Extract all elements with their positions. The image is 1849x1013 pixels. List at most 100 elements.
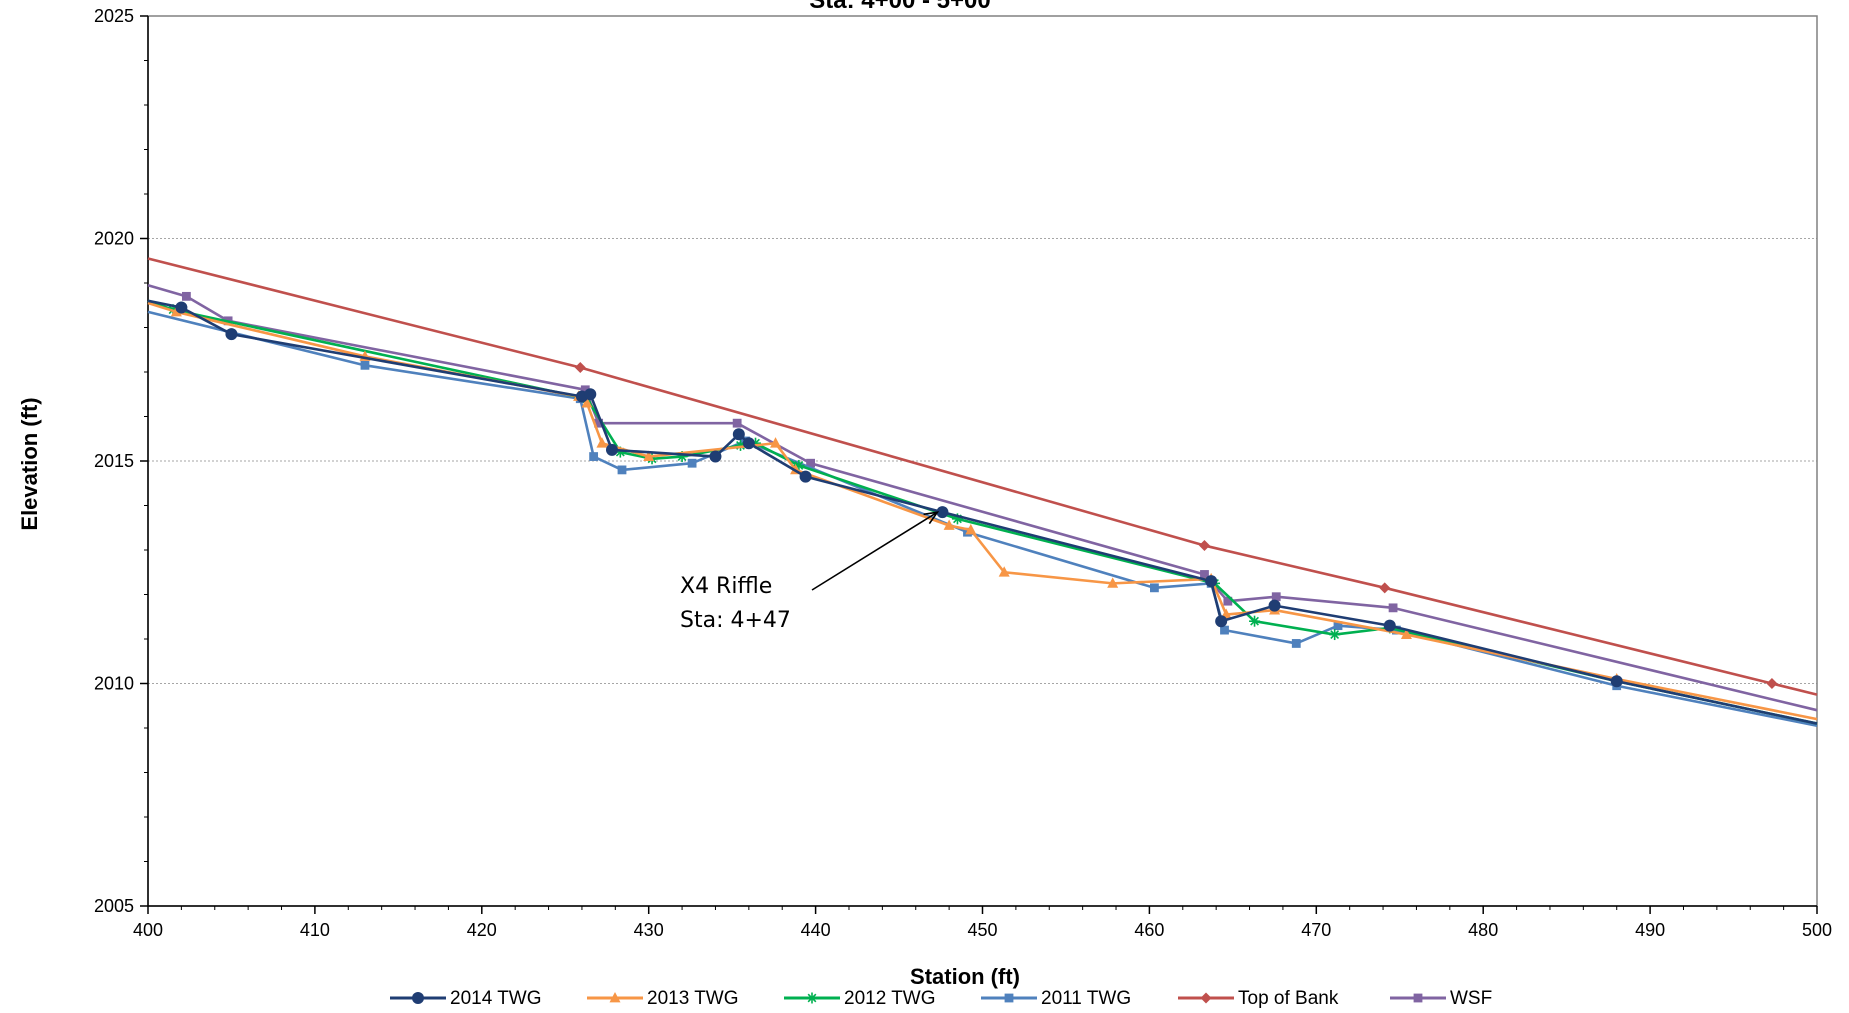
x-tick-label: 430 xyxy=(634,920,664,940)
legend-label: WSF xyxy=(1450,988,1492,1009)
legend-label: 2013 TWG xyxy=(647,988,739,1009)
annotation-arrowhead xyxy=(923,511,940,525)
x-tick-label: 440 xyxy=(801,920,831,940)
data-point xyxy=(806,458,815,468)
annotation: X4 Riffle Sta: 4+47 xyxy=(680,511,940,633)
data-point xyxy=(799,470,812,483)
x-tick-label: 450 xyxy=(967,920,997,940)
data-point xyxy=(1400,628,1412,639)
data-point xyxy=(574,362,586,374)
data-point xyxy=(596,437,608,448)
data-point xyxy=(609,991,621,1003)
data-point xyxy=(998,566,1010,577)
data-point xyxy=(360,360,370,370)
data-point xyxy=(1220,625,1229,635)
data-point xyxy=(687,458,697,468)
data-point xyxy=(1333,621,1343,631)
data-point xyxy=(1200,570,1209,579)
data-point xyxy=(1379,582,1391,594)
data-point xyxy=(709,450,722,463)
y-tick-label: 2025 xyxy=(94,6,134,26)
y-tick-label: 2005 xyxy=(94,896,134,916)
series-line xyxy=(147,310,1818,728)
y-tick-label: 2020 xyxy=(94,229,134,249)
legend-item: Top of Bank xyxy=(1178,988,1339,1009)
data-point xyxy=(1388,603,1398,613)
series-wsf xyxy=(147,283,1818,712)
legend-item: 2012 TWG xyxy=(784,988,936,1009)
data-point xyxy=(732,418,742,428)
series-layer xyxy=(147,257,1818,728)
data-point xyxy=(1766,678,1778,689)
data-point xyxy=(742,437,755,450)
data-point xyxy=(584,388,597,401)
grid xyxy=(148,238,1817,684)
data-point xyxy=(1271,592,1281,602)
data-point xyxy=(225,328,238,341)
x-tick-label: 490 xyxy=(1635,920,1665,940)
series-line xyxy=(147,283,1818,712)
legend-item: WSF xyxy=(1390,988,1492,1009)
data-point xyxy=(605,443,618,456)
data-point xyxy=(965,523,977,535)
y-tick-label: 2010 xyxy=(94,674,134,694)
series-line xyxy=(147,257,1818,696)
series-2014-twg xyxy=(147,299,1818,725)
data-point xyxy=(1198,540,1210,552)
data-point xyxy=(806,992,818,1004)
data-point xyxy=(1413,993,1423,1003)
legend-label: 2014 TWG xyxy=(450,988,542,1009)
data-point xyxy=(1200,992,1212,1004)
chart-title: Sta: 4+00 - 5+00 xyxy=(809,0,990,14)
x-axis-title: Station (ft) xyxy=(910,964,1020,989)
x-tick-label: 480 xyxy=(1468,920,1498,940)
legend-label: 2012 TWG xyxy=(844,988,936,1009)
data-point xyxy=(581,397,593,408)
data-point xyxy=(643,450,655,461)
legend-item: 2011 TWG xyxy=(981,988,1131,1009)
x-tick-label: 400 xyxy=(133,920,163,940)
annotation-line2: Sta: 4+47 xyxy=(680,608,791,633)
data-point xyxy=(1329,629,1341,641)
data-point xyxy=(594,418,604,428)
data-point xyxy=(617,465,627,475)
data-point xyxy=(1107,577,1119,588)
data-point xyxy=(1205,575,1218,588)
y-axis-title: Elevation (ft) xyxy=(17,397,42,530)
data-point xyxy=(936,506,949,519)
data-point xyxy=(412,992,424,1004)
plot-area-border xyxy=(147,15,1818,907)
legend-item: 2013 TWG xyxy=(587,988,739,1009)
series-top-of-bank xyxy=(147,257,1818,696)
data-point xyxy=(1004,993,1014,1003)
legend: 2014 TWG 2013 TWG 2012 TWG 2011 TWG Top of B… xyxy=(390,988,1492,1009)
data-point xyxy=(1291,639,1301,648)
y-tick-label: 2015 xyxy=(94,451,134,471)
data-point xyxy=(1268,599,1281,612)
annotation-arrow xyxy=(811,511,938,591)
data-point xyxy=(170,305,182,317)
data-point xyxy=(175,301,188,314)
x-tick-label: 500 xyxy=(1802,920,1832,940)
data-point xyxy=(1610,675,1623,688)
series-2011-twg xyxy=(147,310,1818,728)
x-tick-label: 460 xyxy=(1134,920,1164,940)
data-point xyxy=(943,519,955,530)
x-tick-label: 420 xyxy=(467,920,497,940)
data-point xyxy=(1215,615,1228,628)
data-point xyxy=(770,437,782,448)
data-point xyxy=(1150,583,1159,593)
data-point xyxy=(732,428,745,441)
annotation-line1: X4 Riffle xyxy=(680,574,772,599)
x-tick-label: 410 xyxy=(300,920,330,940)
data-point xyxy=(181,291,191,301)
x-tick-label: 470 xyxy=(1301,920,1331,940)
axes: 400 410 420 430 440 450 460 470 480 490 500 2005 201… xyxy=(94,6,1832,940)
data-point xyxy=(580,385,590,395)
data-point xyxy=(589,452,599,461)
data-point xyxy=(1249,615,1261,627)
data-point xyxy=(793,459,805,471)
legend-label: Top of Bank xyxy=(1238,988,1339,1009)
data-point xyxy=(1383,619,1396,632)
